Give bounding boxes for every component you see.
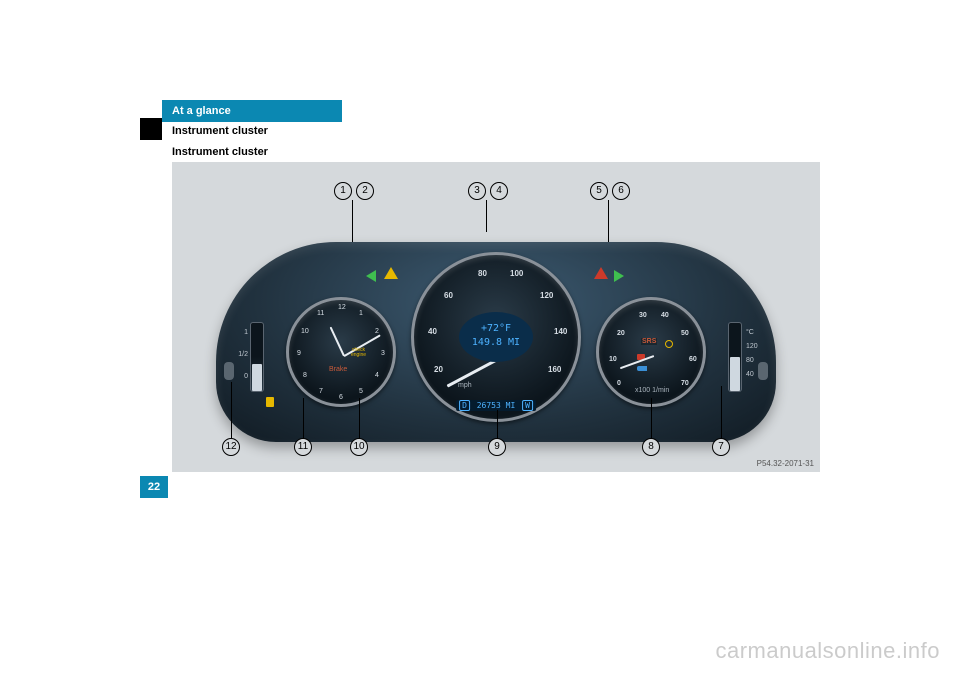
tach-tick: 60 bbox=[689, 356, 697, 363]
clock-num: 9 bbox=[297, 350, 301, 357]
coolant-gauge bbox=[728, 322, 742, 392]
fuel-scale: 1 1/2 0 bbox=[236, 322, 248, 388]
fuel-label: 1 bbox=[236, 322, 248, 344]
coolant-scale: °C 120 80 40 bbox=[746, 322, 758, 386]
gear-indicator: D bbox=[459, 400, 470, 411]
clock-num: 6 bbox=[339, 394, 343, 401]
clock-num: 5 bbox=[359, 388, 363, 395]
speed-tick: 20 bbox=[434, 365, 443, 374]
callout-6: 6 bbox=[612, 182, 630, 200]
clock-num: 1 bbox=[359, 310, 363, 317]
tach-tick: 10 bbox=[609, 356, 617, 363]
leader bbox=[231, 382, 232, 438]
speed-tick: 60 bbox=[444, 291, 453, 300]
clock-num: 3 bbox=[381, 350, 385, 357]
speed-tick: 100 bbox=[510, 269, 523, 278]
instrument-cluster-figure: 1 2 3 4 5 6 1 1/2 0 °C bbox=[172, 162, 820, 472]
coolant-unit: °C bbox=[746, 329, 754, 336]
brake-wear-icon bbox=[665, 340, 673, 348]
leader bbox=[486, 200, 487, 232]
tach-tick: 70 bbox=[681, 380, 689, 387]
tach-tick: 0 bbox=[617, 380, 621, 387]
odometer-row: D 26753 MI W bbox=[456, 400, 536, 411]
leader bbox=[497, 410, 498, 438]
tachometer-gauge: 0 10 20 30 40 50 60 70 SRS x100 1/min bbox=[596, 297, 706, 407]
odometer-value: 26753 MI bbox=[477, 401, 516, 410]
page-number: 22 bbox=[140, 476, 168, 498]
reset-knob-right bbox=[758, 362, 768, 380]
tach-tick: 40 bbox=[661, 312, 669, 319]
highbeam-icon bbox=[637, 366, 647, 371]
fuel-label: 1/2 bbox=[236, 344, 248, 366]
callout-3: 3 bbox=[468, 182, 486, 200]
fuel-label: 0 bbox=[236, 366, 248, 388]
speed-tick: 140 bbox=[554, 327, 567, 336]
callout-5: 5 bbox=[590, 182, 608, 200]
clock-gauge: 12 1 2 3 4 5 6 7 8 9 10 11 Brake checken… bbox=[286, 297, 396, 407]
speed-unit: mph bbox=[458, 382, 472, 389]
figure-reference: P54.32-2071-31 bbox=[757, 459, 814, 468]
speedometer-gauge: 20 40 60 80 100 120 140 160 mph +72°F 14… bbox=[411, 252, 581, 422]
callout-12: 12 bbox=[222, 438, 240, 456]
clock-num: 8 bbox=[303, 372, 307, 379]
tach-tick: 20 bbox=[617, 330, 625, 337]
clock-hour-hand bbox=[330, 326, 345, 356]
tach-tick: 30 bbox=[639, 312, 647, 319]
clock-num: 11 bbox=[317, 310, 324, 317]
callout-9: 9 bbox=[488, 438, 506, 456]
hazard-triangle-icon bbox=[594, 267, 608, 279]
reset-knob-left bbox=[224, 362, 234, 380]
callout-7: 7 bbox=[712, 438, 730, 456]
section-subtitle: Instrument cluster bbox=[162, 122, 442, 140]
leader bbox=[721, 386, 722, 438]
watermark-text: carmanualsonline.info bbox=[715, 638, 940, 664]
warning-triangle-icon bbox=[384, 267, 398, 279]
callout-11: 11 bbox=[294, 438, 312, 456]
dashboard-shell: 1 1/2 0 °C 120 80 40 12 1 bbox=[216, 242, 776, 442]
coolant-label: 40 bbox=[746, 364, 758, 386]
check-engine-text: checkengine bbox=[351, 348, 366, 358]
page-heading: Instrument cluster bbox=[172, 146, 268, 158]
leader bbox=[359, 398, 360, 438]
clock-num: 12 bbox=[338, 304, 346, 311]
outside-temp: +72°F bbox=[459, 322, 533, 336]
speed-tick: 80 bbox=[478, 269, 487, 278]
speedometer-needle bbox=[447, 357, 500, 387]
clock-num: 10 bbox=[301, 328, 309, 335]
tach-tick: 50 bbox=[681, 330, 689, 337]
turn-left-icon bbox=[366, 270, 376, 282]
callout-10: 10 bbox=[350, 438, 368, 456]
speedometer-lcd: +72°F 149.8 MI bbox=[459, 312, 533, 362]
brake-warning-text: Brake bbox=[329, 366, 347, 373]
speed-tick: 120 bbox=[540, 291, 553, 300]
tach-unit: x100 1/min bbox=[635, 387, 669, 394]
srs-warning-text: SRS bbox=[641, 338, 657, 345]
trip-distance: 149.8 MI bbox=[459, 336, 533, 350]
speed-tick: 160 bbox=[548, 365, 561, 374]
leader bbox=[303, 398, 304, 438]
section-tab bbox=[140, 118, 162, 140]
fuel-gauge bbox=[250, 322, 264, 392]
section-header: At a glance bbox=[162, 100, 342, 122]
fuel-level bbox=[252, 364, 262, 391]
fuel-pump-icon bbox=[266, 397, 274, 407]
callout-4: 4 bbox=[490, 182, 508, 200]
speed-tick: 40 bbox=[428, 327, 437, 336]
mode-indicator: W bbox=[522, 400, 533, 411]
turn-right-icon bbox=[614, 270, 624, 282]
clock-num: 4 bbox=[375, 372, 379, 379]
leader bbox=[651, 398, 652, 438]
coolant-level bbox=[730, 357, 740, 391]
clock-num: 7 bbox=[319, 388, 323, 395]
callout-8: 8 bbox=[642, 438, 660, 456]
callout-2: 2 bbox=[356, 182, 374, 200]
callout-1: 1 bbox=[334, 182, 352, 200]
